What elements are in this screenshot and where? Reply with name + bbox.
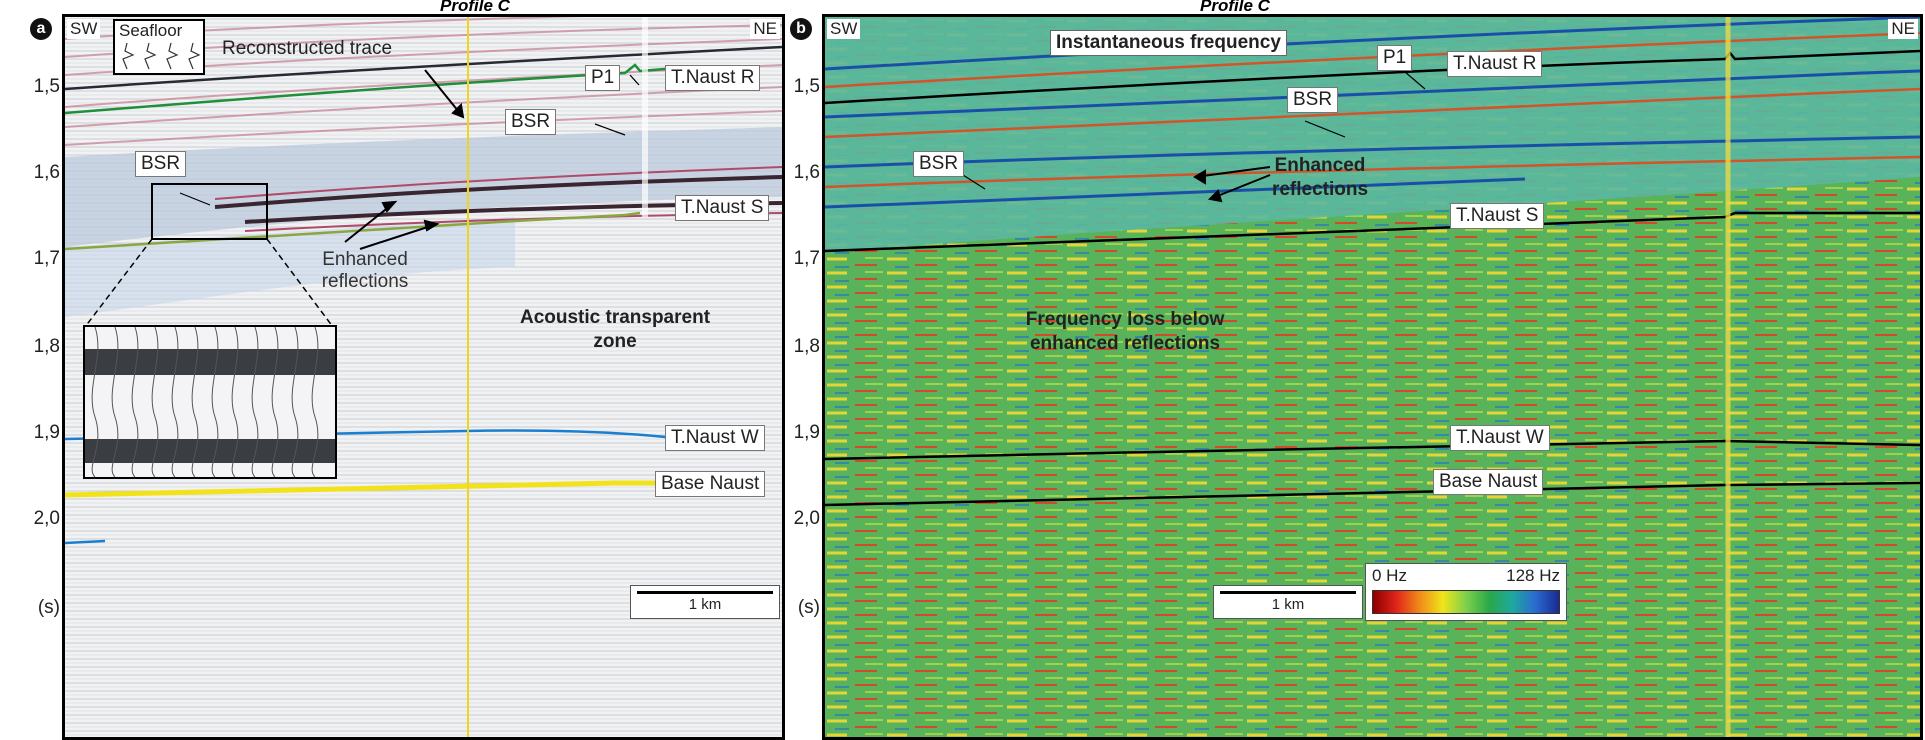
tick-label: 1,9 [33, 422, 60, 443]
tick-label: 1,8 [793, 336, 820, 357]
tick-label: 2,0 [793, 508, 820, 529]
enhanced-label-line2-b: reflections [1271, 179, 1369, 200]
sw-label-b: SW [827, 19, 861, 39]
base-naust-label-b: Base Naust [1433, 469, 1544, 495]
tick-label: 1,8 [33, 336, 60, 357]
enhanced-label-line2-a: reflections [321, 271, 409, 292]
t-naust-r-label-b: T.Naust R [1447, 51, 1543, 77]
zoom-box [151, 183, 268, 240]
horizon-t-naust-r-b [825, 49, 1920, 105]
p1-label-a: P1 [585, 65, 621, 91]
panel-a-section: Seafloor SW NE Reconstructed trace P1 T.… [62, 14, 785, 740]
frequency-loss-line1: Frequency loss below [1025, 309, 1225, 330]
base-naust-label-a: Base Naust [655, 471, 766, 497]
scale-bar-a: 1 km [630, 585, 780, 619]
tick-label: 1,9 [793, 422, 820, 443]
seafloor-label: Seafloor [119, 21, 183, 40]
tick-label: 1,5 [793, 76, 820, 97]
panel-b-badge: b [790, 18, 812, 40]
bsr-left-label-a: BSR [135, 151, 187, 177]
ne-label-a: NE [750, 19, 780, 39]
scale-label-a: 1 km [688, 596, 722, 613]
horizon-t-naust-w-b [825, 439, 1920, 461]
y-axis-unit: (s) [37, 597, 60, 618]
sw-label-a: SW [67, 19, 101, 39]
colorbar-min-label: 0 Hz [1372, 566, 1407, 585]
acoustic-zone-line2: zone [593, 331, 637, 352]
colorbar-gradient [1372, 590, 1560, 614]
t-naust-w-label-a: T.Naust W [665, 425, 765, 451]
reconstructed-trace-label: Reconstructed trace [222, 38, 393, 59]
bsr-upper-label-b: BSR [1287, 87, 1339, 113]
scale-bar-b: 1 km [1213, 585, 1363, 619]
t-naust-s-label-b: T.Naust S [1450, 203, 1545, 229]
colorbar-max-label: 128 Hz [1506, 566, 1560, 585]
seafloor-inset: Seafloor [113, 19, 205, 75]
bsr-left-label-b: BSR [913, 151, 965, 177]
tick-label: 1,5 [33, 76, 60, 97]
tick-label: 1,6 [793, 162, 820, 183]
horizon-base-naust-a [65, 480, 765, 498]
enhanced-label-line1-b: Enhanced [1274, 155, 1366, 176]
scale-label-b: 1 km [1271, 596, 1305, 613]
panel-a-badge: a [30, 18, 52, 40]
panel-b-title: Profile C [1200, 0, 1270, 15]
panel-b-section: SW NE Instantaneous frequency P1 T.Naust… [822, 14, 1923, 740]
tick-label: 1,6 [33, 162, 60, 183]
instantaneous-frequency-label: Instantaneous frequency [1050, 30, 1287, 56]
tick-label: 1,7 [793, 248, 820, 269]
horizon-t-naust-s-b [825, 211, 1920, 253]
ne-label-b: NE [1888, 19, 1918, 39]
t-naust-s-label-a: T.Naust S [675, 195, 770, 221]
bsr-upper-label-a: BSR [505, 109, 557, 135]
t-naust-r-label-a: T.Naust R [665, 65, 761, 91]
enhanced-label-line1-a: Enhanced [322, 249, 408, 270]
frequency-loss-line2: enhanced reflections [1029, 333, 1221, 354]
colorbar: 0 Hz 128 Hz [1365, 563, 1567, 621]
frequency-section-b [825, 17, 1920, 737]
y-axis-unit: (s) [797, 597, 820, 618]
acoustic-zone-line1: Acoustic transparent [519, 307, 711, 328]
panel-a-title: Profile C [440, 0, 510, 15]
tick-label: 2,0 [33, 508, 60, 529]
tick-label: 1,7 [33, 248, 60, 269]
horizon-t-naust-s-a [65, 211, 641, 251]
p1-label-b: P1 [1377, 45, 1413, 71]
t-naust-w-label-b: T.Naust W [1450, 425, 1550, 451]
inset-wiggle-traces [83, 325, 337, 479]
